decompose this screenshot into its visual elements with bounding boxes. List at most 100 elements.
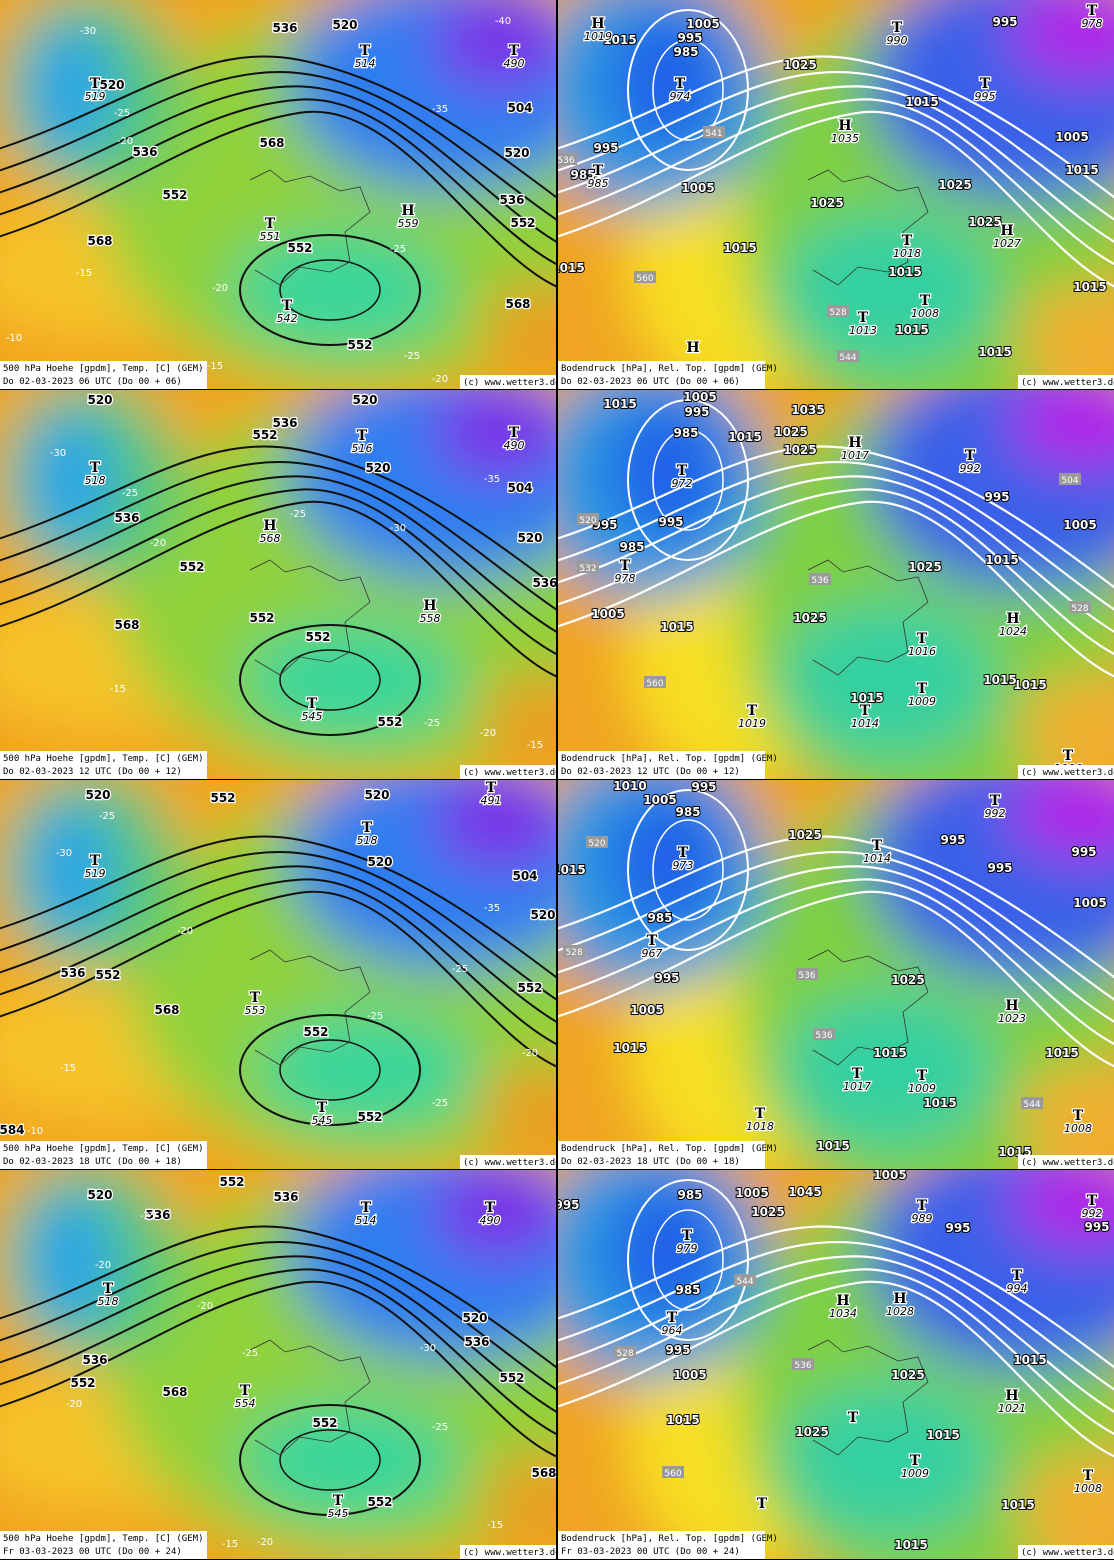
system-value: 967 [642,947,663,960]
contour-ring [652,429,724,531]
background [0,1170,556,1559]
system-value: 518 [98,1295,119,1308]
background [0,390,556,779]
isotherm-label: -20 [480,728,496,739]
label-box [796,968,818,980]
isobar-label: 1005 [591,607,624,621]
geopotential-label: 568 [259,136,284,150]
system-value: 985 [588,177,609,190]
geopotential-label: 536 [114,511,139,525]
contour-line [558,1240,1114,1391]
geopotential-label: 552 [70,1376,95,1390]
contour-ring [627,399,749,561]
caption-date: Do 02-03-2023 12 UTC (Do 00 + 12) [3,767,182,777]
system-value: 1009 [908,695,936,708]
system-value: 553 [245,1004,266,1017]
system-value: 1035 [831,132,859,145]
label-box [586,836,608,848]
isotherm-label: -25 [432,1098,448,1109]
geopotential-label: 552 [510,216,535,230]
isobar-label: 1025 [751,1205,784,1219]
credit-box [460,375,556,389]
relative-topography-label: 528 [616,1349,633,1359]
isobar-label: 1025 [795,1425,828,1439]
system-value: 994 [1007,1282,1028,1295]
isobar-label: 1005 [681,181,714,195]
geopotential-label: 568 [87,234,112,248]
system-value: 978 [1082,17,1103,30]
contour-ring [627,789,749,951]
isobar-label: 1005 [1073,896,1106,910]
coastline [249,949,371,1066]
contour-ring [279,259,381,321]
system-value: 1016 [908,645,936,658]
coastline [807,949,929,1066]
contour-line [0,475,556,633]
isobar-label: 1005 [683,390,716,404]
label-box [827,305,849,317]
geopotential-label: 520 [367,855,392,869]
system-kind: T [757,1496,768,1512]
credit-box [1018,375,1114,389]
geopotential-label: 536 [272,416,297,430]
isobar-label: 1025 [891,1368,924,1382]
label-box [734,1274,756,1286]
credit: (c) www.wetter3.de [1021,1158,1114,1168]
contour-line [0,71,556,221]
caption-box [0,751,207,779]
background [558,780,1114,1169]
relative-topography-label: 536 [794,1361,811,1371]
system-value: 1034 [829,1307,857,1320]
credit-box [460,765,556,779]
system-value: 551 [260,230,281,243]
system-kind: T [307,696,318,712]
relative-topography-label: 544 [839,353,856,363]
isobar-label: 1015 [1073,280,1106,294]
isobar-label: 995 [984,490,1009,504]
system-value: 1018 [893,247,921,260]
system-value: 519 [85,867,106,880]
isotherm-label: -30 [56,848,72,859]
isobar-label: 1005 [1063,518,1096,532]
coastline [807,169,929,286]
isobar-label: 1015 [603,33,636,47]
isobar-label: 995 [691,780,716,794]
label-box [809,573,831,585]
contour-line [0,445,556,589]
system-kind: T [317,1100,328,1116]
isobar-label: 995 [987,861,1012,875]
contour-line [558,500,1114,678]
isotherm-label: -25 [114,108,130,119]
contours [0,55,556,346]
isotherm-label: -15 [76,268,92,279]
caption-box [558,1531,765,1559]
isotherm-label: -25 [424,718,440,729]
geopotential-label: 552 [312,1416,337,1430]
isobar-label: 1015 [850,691,883,705]
isobar-label: 1015 [1045,1046,1078,1060]
isotherm-label: -25 [140,1211,156,1222]
isobar-label: 1015 [660,620,693,634]
system-value: 973 [673,859,694,872]
coastline [807,559,929,676]
isobar-label: 1005 [643,793,676,807]
contour-ring [239,1014,421,1126]
isotherm-label: -30 [80,26,96,37]
contour-line [558,70,1114,221]
system-kind: T [90,460,101,476]
isotherm-label: -15 [110,684,126,695]
relative-topography-label: 520 [588,839,605,849]
system-value: 1017 [841,449,869,462]
label-box [644,676,666,688]
credit: (c) www.wetter3.de [463,378,556,388]
isobar-label: 1015 [905,95,938,109]
caption-date: Do 02-03-2023 06 UTC (Do 00 + 06) [3,377,182,387]
isotherm-label: -25 [99,811,115,822]
isobar-label: 1025 [774,425,807,439]
system-kind: H [686,340,699,356]
system-kind: H [1005,1388,1018,1404]
system-kind: T [860,703,871,719]
contour-line [0,1268,556,1435]
caption-box [0,1531,207,1559]
